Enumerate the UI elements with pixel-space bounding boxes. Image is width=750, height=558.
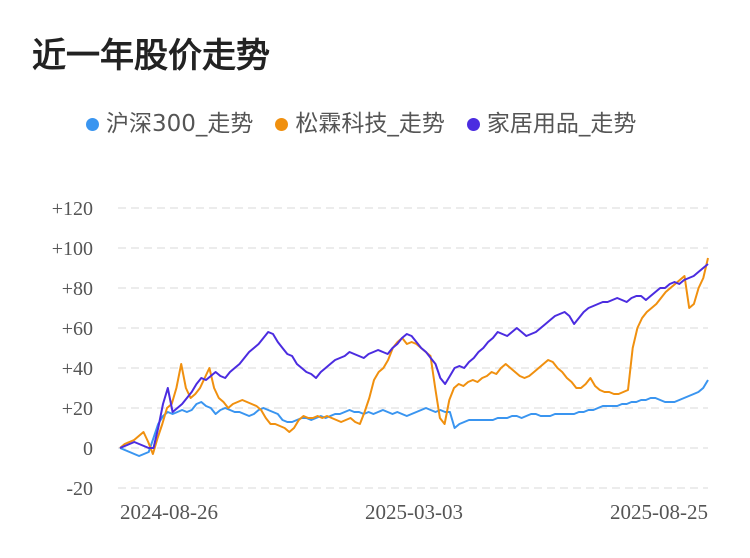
x-tick-label: 2024-08-26 [120,500,218,524]
y-axis: -20 0 +20 +40 +60 +80 +100 +120 [52,198,93,500]
legend-marker-songlin [275,117,289,131]
legend-marker-home [466,117,480,131]
legend-label-home: 家居用品_走势 [486,111,637,137]
x-tick-label: 2025-08-25 [610,500,708,524]
legend-label-songlin: 松霖科技_走势 [295,111,445,137]
y-tick-label: +20 [62,398,93,420]
y-tick-label: +100 [52,238,93,260]
legend-item-songlin[interactable]: 松霖科技_走势 [275,106,445,142]
y-tick-label: +80 [62,278,93,300]
legend-item-home[interactable]: 家居用品_走势 [466,106,637,142]
legend-label-hs300: 沪深300_走势 [106,111,254,137]
legend-marker-hs300 [86,117,99,131]
chart-title: 近一年股价走势 [32,36,270,76]
hs300-line [119,379,709,457]
x-axis: 2024-08-26 2025-03-03 2025-08-25 [120,500,708,524]
y-tick-label: +120 [52,198,93,220]
legend-item-hs300[interactable]: 沪深300_走势 [86,106,253,142]
chart-legend: 沪深300_走势 松霖科技_走势 家居用品_走势 [86,106,636,142]
y-tick-label: +40 [62,358,93,380]
x-tick-label: 2025-03-03 [365,500,463,524]
grid-lines [118,207,708,489]
y-tick-label: 0 [83,438,93,460]
songlin-line [119,257,709,455]
y-tick-label: -20 [66,478,93,500]
home-goods-line [119,263,709,449]
series-lines [119,257,709,457]
y-tick-label: +60 [62,318,93,340]
